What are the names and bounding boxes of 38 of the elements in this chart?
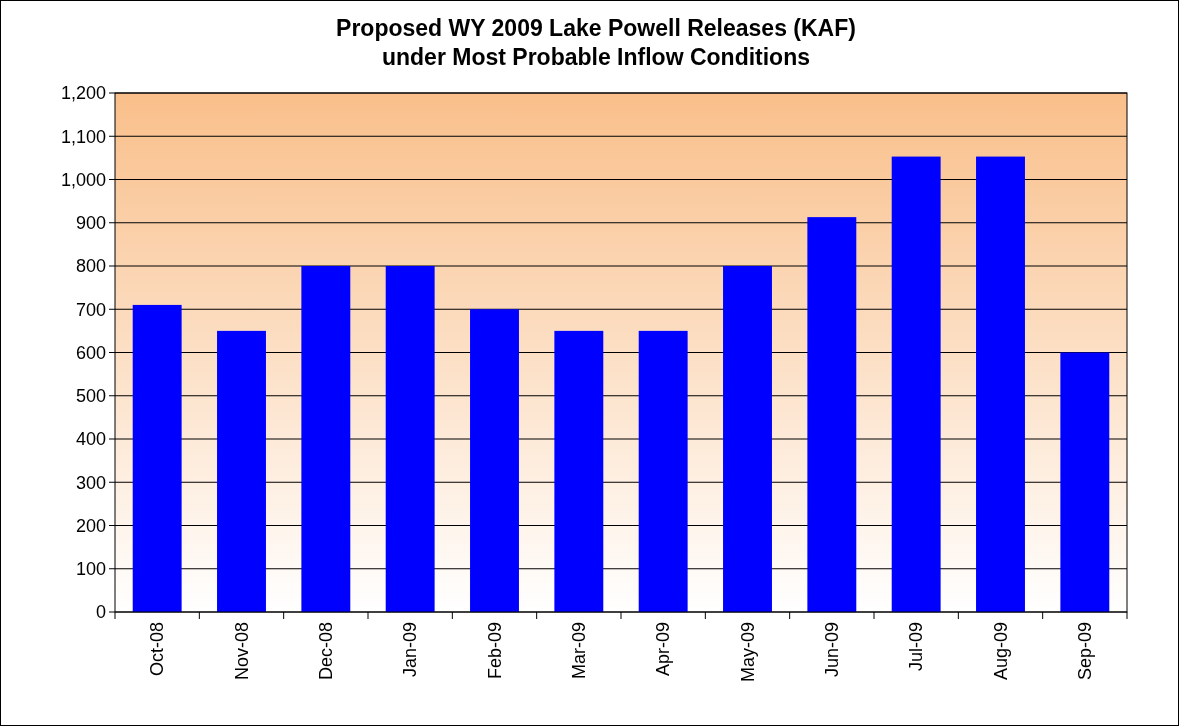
- x-tick-label: Apr-09: [653, 622, 674, 677]
- y-tick-label: 600: [75, 342, 106, 363]
- y-tick-label: 400: [75, 429, 106, 450]
- bar: [891, 156, 941, 612]
- y-tick-label: 200: [75, 515, 106, 536]
- chart-title: Proposed WY 2009 Lake Powell Releases (KAF) under Most Probable Inflow Conditions: [336, 15, 856, 70]
- x-tick-label: Mar-09: [569, 622, 590, 680]
- bar: [385, 266, 435, 612]
- x-tick-label: Nov-08: [231, 622, 252, 681]
- x-tick-label: Jul-09: [906, 622, 927, 672]
- bar: [1060, 352, 1110, 612]
- y-tick-label: 1,000: [60, 169, 106, 190]
- y-tick-label: 0: [95, 602, 106, 623]
- bar: [132, 304, 182, 612]
- y-tick-label: 500: [75, 386, 106, 407]
- y-tick-label: 900: [75, 213, 106, 234]
- x-tick-label: Aug-09: [990, 622, 1011, 681]
- x-tick-label: Dec-08: [316, 622, 337, 681]
- x-tick-label: Feb-09: [484, 622, 505, 680]
- bar: [723, 266, 772, 612]
- bar: [807, 217, 857, 612]
- bar: [638, 330, 688, 612]
- y-tick-label: 1,100: [60, 126, 106, 147]
- y-tick-label: 100: [75, 559, 106, 580]
- y-tick-label: 1,200: [60, 83, 106, 104]
- bar: [470, 309, 519, 612]
- y-tick-label: 300: [75, 472, 106, 493]
- bar: [976, 156, 1025, 612]
- x-tick-label: Sep-09: [1075, 622, 1096, 681]
- x-tick-label: May-09: [737, 622, 758, 683]
- x-tick-label: Oct-08: [147, 622, 168, 677]
- x-tick-label: Jun-09: [822, 622, 843, 678]
- x-tick-label: Jan-09: [400, 622, 421, 678]
- bar: [217, 330, 266, 612]
- y-tick-label: 700: [75, 299, 106, 320]
- y-tick-label: 800: [75, 256, 106, 277]
- bar: [554, 330, 604, 612]
- bar: [301, 266, 351, 612]
